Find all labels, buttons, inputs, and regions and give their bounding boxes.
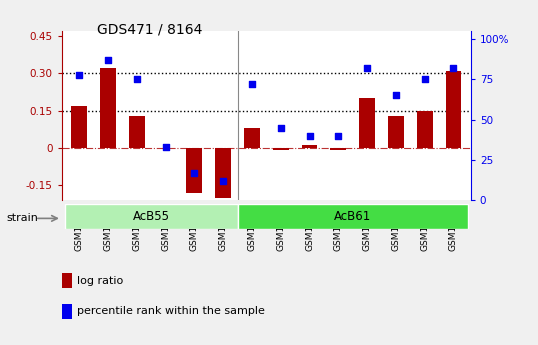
Bar <box>244 128 260 148</box>
Bar <box>62 304 72 319</box>
Text: AcB55: AcB55 <box>133 210 169 223</box>
Bar <box>388 116 404 148</box>
Point <box>132 77 141 82</box>
Bar <box>359 98 375 148</box>
Point <box>363 65 371 71</box>
Point <box>219 178 228 184</box>
Bar <box>417 111 433 148</box>
Point <box>277 125 285 130</box>
Text: AcB61: AcB61 <box>334 210 371 223</box>
Point <box>305 133 314 138</box>
Text: strain: strain <box>6 213 38 223</box>
Bar <box>330 148 346 150</box>
Text: percentile rank within the sample: percentile rank within the sample <box>77 306 265 316</box>
Point <box>104 57 112 63</box>
Bar <box>445 71 462 148</box>
Bar <box>100 68 116 148</box>
Point <box>161 144 170 150</box>
Bar <box>62 273 72 288</box>
Text: GDS471 / 8164: GDS471 / 8164 <box>97 22 202 37</box>
Bar <box>215 148 231 198</box>
Bar <box>273 148 288 150</box>
Bar <box>129 116 145 148</box>
Text: log ratio: log ratio <box>77 276 124 286</box>
Point <box>190 170 199 176</box>
Point <box>449 65 458 71</box>
Bar <box>237 204 468 229</box>
Point <box>334 133 343 138</box>
Bar <box>71 106 87 148</box>
Bar <box>302 145 317 148</box>
Point <box>392 93 400 98</box>
Bar <box>65 204 237 229</box>
Bar <box>186 148 202 193</box>
Point <box>75 72 83 77</box>
Point <box>247 81 256 87</box>
Point <box>420 77 429 82</box>
